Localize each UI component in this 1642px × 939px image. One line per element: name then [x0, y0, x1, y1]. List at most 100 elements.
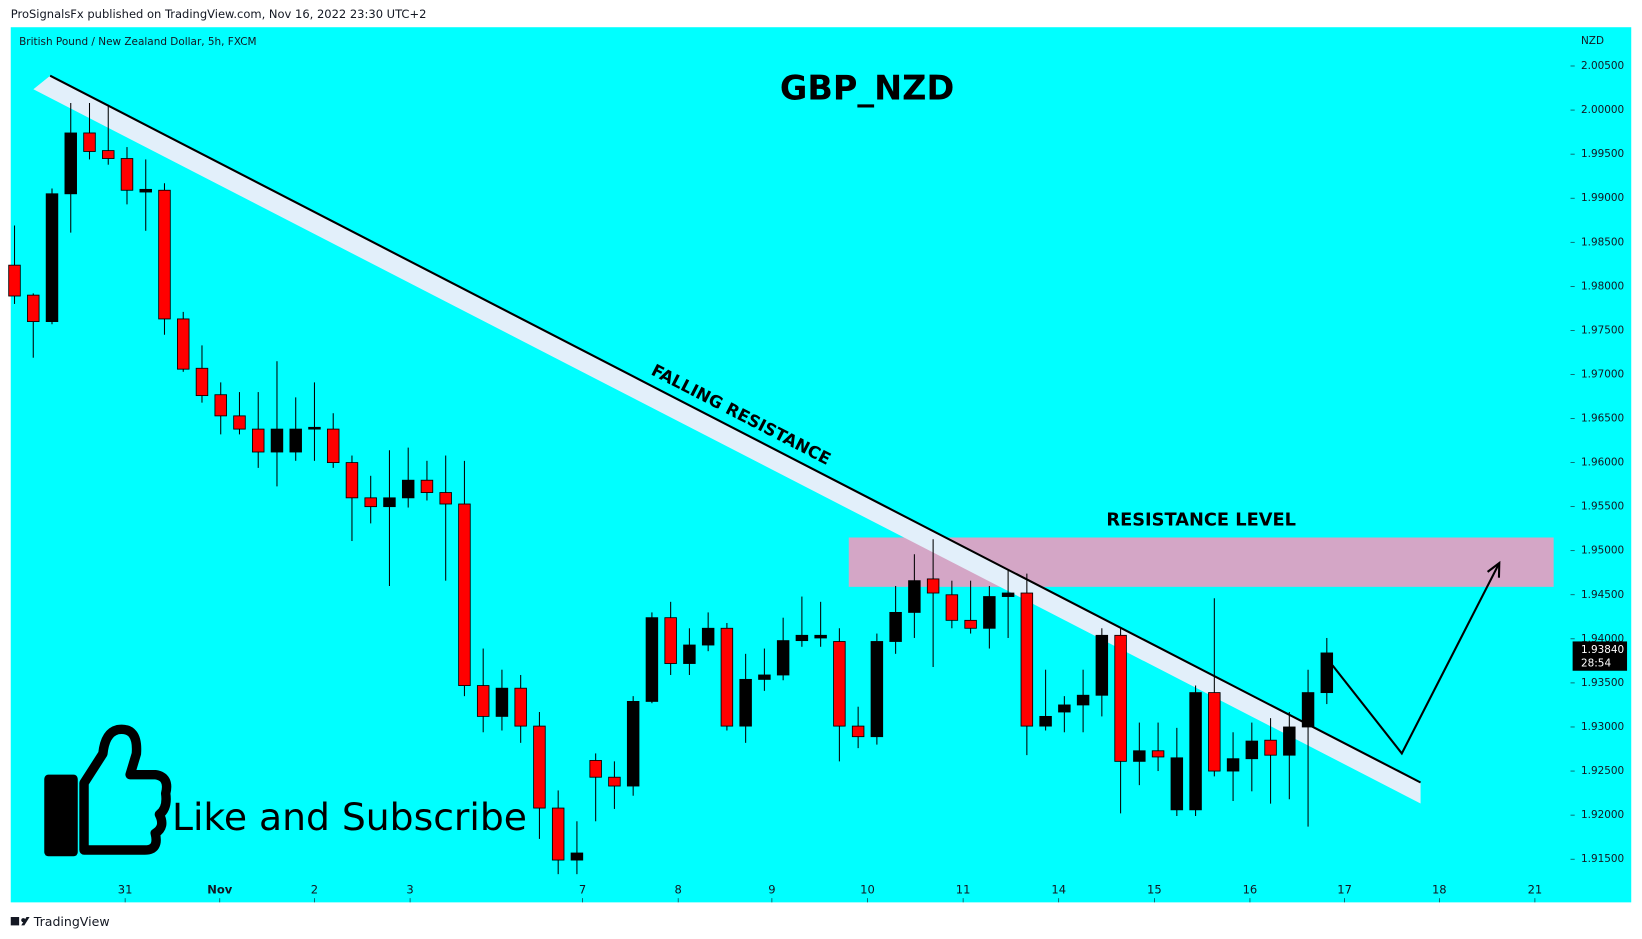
candle-body — [551, 807, 565, 861]
candle-body — [945, 594, 959, 621]
y-tick-label: 1.93500 — [1581, 677, 1624, 689]
x-tick-label: 3 — [406, 882, 413, 896]
candle-body — [851, 725, 865, 738]
x-tick-label: 14 — [1051, 882, 1066, 896]
arrow-head — [1486, 560, 1501, 578]
x-tick-label: 17 — [1337, 882, 1352, 896]
candle-body — [983, 596, 996, 629]
candle-body — [270, 428, 284, 453]
y-tick-label: 1.95500 — [1581, 501, 1624, 513]
candle-body — [251, 428, 265, 453]
y-tick-label: 1.94500 — [1581, 589, 1624, 601]
y-tick-label: 1.98000 — [1581, 280, 1624, 292]
y-tick-label: 1.96500 — [1581, 413, 1624, 425]
y-tick-label: 1.91500 — [1581, 853, 1624, 865]
trendline-band — [33, 75, 1421, 804]
candle-body — [102, 150, 115, 159]
x-tick-label: 11 — [956, 882, 971, 896]
candle-body — [1245, 740, 1259, 760]
candle-body — [1001, 592, 1015, 597]
candle-body — [308, 426, 321, 430]
candle-body — [1058, 704, 1071, 713]
projection-arrow — [1331, 562, 1501, 756]
candle-body — [1020, 592, 1034, 727]
candle-body — [177, 318, 190, 370]
last-price-label: 1.93840 — [1581, 644, 1624, 656]
promo-text: Like and Subscribe — [172, 795, 527, 839]
trendline — [49, 74, 1422, 784]
candle-body — [139, 188, 152, 193]
candle-body — [758, 674, 771, 680]
y-tick-label: 2.00500 — [1581, 60, 1624, 72]
x-tick-label: 15 — [1147, 882, 1162, 896]
candle-body — [1301, 692, 1315, 728]
candle-body — [214, 394, 227, 417]
y-tick-label: 1.99500 — [1581, 148, 1624, 160]
candle-body — [1114, 634, 1127, 762]
candle-body — [1320, 652, 1334, 694]
x-tick-label: 7 — [579, 882, 586, 896]
candle-body — [158, 189, 171, 320]
candle-body — [570, 852, 584, 861]
x-tick-label: 16 — [1243, 882, 1258, 896]
candle-body — [664, 617, 677, 664]
candle-body — [27, 294, 40, 322]
candle-body — [345, 462, 359, 499]
candle-body — [533, 725, 546, 809]
tradingview-logo — [10, 917, 30, 926]
y-tick-label: 1.96000 — [1581, 457, 1624, 469]
candle-body — [401, 479, 415, 499]
candle-body — [1189, 692, 1202, 811]
candle-body — [814, 634, 827, 639]
candle-body — [45, 193, 59, 322]
candle-body — [233, 415, 246, 430]
x-tick-label: 8 — [674, 882, 681, 896]
y-unit: NZD — [1581, 35, 1604, 47]
candle-body — [1095, 634, 1109, 696]
candle-body — [720, 627, 734, 727]
footer-brand: TradingView — [33, 914, 110, 929]
candle-body — [495, 687, 509, 717]
last-price-box — [1572, 641, 1628, 671]
publisher: ProSignalsFx published on TradingView.co… — [11, 7, 427, 21]
candle-body — [701, 627, 715, 646]
candle-body — [870, 641, 884, 738]
candle-body — [608, 776, 621, 787]
candle-body — [289, 428, 302, 453]
candle-body — [383, 497, 396, 508]
candle-body — [1170, 757, 1184, 811]
countdown: 28:54 — [1581, 657, 1611, 669]
y-tick-label: 1.92500 — [1581, 765, 1624, 777]
candle-body — [1133, 750, 1146, 762]
candle-body — [1151, 750, 1165, 758]
candle-body — [458, 503, 471, 686]
candle-body — [439, 492, 452, 505]
candle-body — [1264, 739, 1277, 756]
x-tick-label: 9 — [768, 882, 775, 896]
candle-body — [964, 619, 977, 629]
y-tick-label: 1.97500 — [1581, 324, 1624, 336]
candle-body — [739, 678, 752, 727]
candle-body — [420, 479, 434, 493]
x-tick-label: Nov — [207, 882, 233, 896]
y-tick-label: 1.95000 — [1581, 545, 1624, 557]
candle-body — [64, 132, 77, 195]
x-tick-label: 2 — [311, 882, 318, 896]
candle-body — [645, 617, 659, 702]
candle-body — [514, 687, 527, 727]
candle-body — [1283, 726, 1296, 756]
y-tick-label: 1.97000 — [1581, 368, 1624, 380]
candle-body — [795, 634, 809, 642]
candle-body — [8, 264, 21, 297]
candle-body — [120, 158, 134, 191]
candle-body — [195, 367, 209, 397]
candle-body — [589, 760, 602, 778]
x-tick-label: 21 — [1528, 882, 1543, 896]
candle-body — [926, 578, 940, 594]
candle-body — [476, 685, 490, 717]
x-tick-label: 31 — [118, 882, 133, 896]
candle-body — [364, 497, 377, 508]
candle-body — [626, 701, 640, 787]
candle-body — [889, 611, 902, 642]
